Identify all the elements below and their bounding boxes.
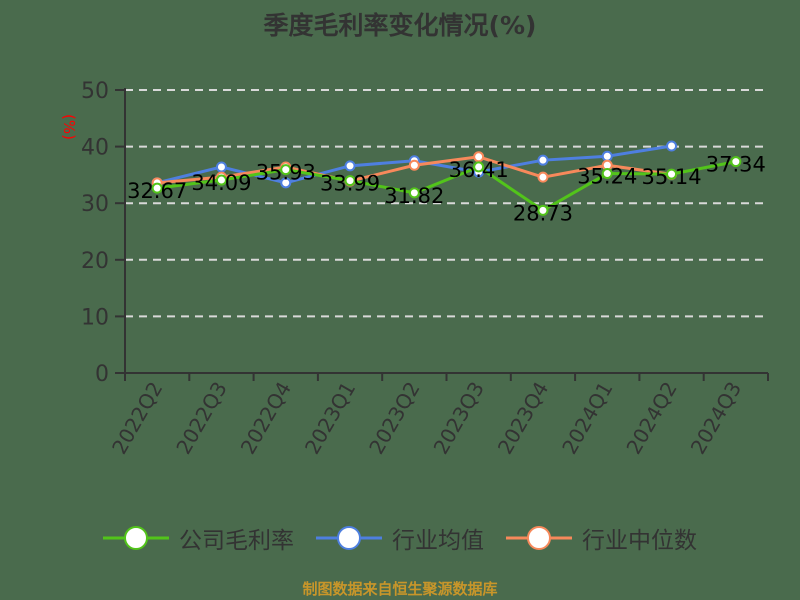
y-tick-label: 30 [81, 192, 109, 217]
series-line [156, 160, 737, 213]
data-point[interactable] [215, 174, 227, 186]
y-tick-label: 20 [81, 249, 109, 274]
data-point[interactable] [666, 168, 678, 180]
data-point[interactable] [666, 140, 678, 152]
legend-label: 公司毛利率 [179, 528, 294, 554]
y-tick-label: 40 [81, 136, 109, 161]
data-point[interactable] [537, 171, 549, 183]
data-label: 37.34 [706, 153, 766, 177]
grid-lines [125, 89, 768, 318]
data-label: 34.09 [191, 171, 251, 195]
x-tick-label: 2022Q3 [171, 378, 231, 459]
data-point[interactable] [280, 177, 292, 189]
legend: 公司毛利率 行业均值 行业中位数 [0, 521, 800, 555]
x-tick-label: 2024Q2 [621, 378, 681, 459]
data-point[interactable] [601, 150, 613, 162]
legend-label: 行业均值 [392, 528, 484, 554]
legend-item-industry-average[interactable]: 行业均值 [316, 521, 484, 555]
data-point[interactable] [473, 161, 485, 173]
x-tick-label: 2022Q2 [107, 378, 167, 459]
data-point[interactable] [537, 154, 549, 166]
legend-marker-blue-icon [316, 526, 382, 550]
data-label: 33.99 [320, 172, 380, 196]
y-tick-label: 50 [81, 79, 109, 104]
data-point[interactable] [344, 160, 356, 172]
legend-label: 行业中位数 [582, 528, 697, 554]
x-tick-label: 2024Q1 [557, 378, 617, 459]
y-tick-label: 10 [81, 305, 109, 330]
series-lines [151, 140, 742, 216]
data-point[interactable] [280, 164, 292, 176]
data-point[interactable] [151, 182, 163, 194]
y-axis-unit-label: (%) [60, 114, 78, 140]
legend-item-industry-median[interactable]: 行业中位数 [506, 521, 697, 555]
data-label: 35.24 [577, 165, 637, 189]
data-point[interactable] [215, 161, 227, 173]
data-label: 28.73 [513, 201, 573, 225]
data-point[interactable] [730, 156, 742, 168]
data-point[interactable] [408, 187, 420, 199]
y-tick-label: 0 [95, 362, 109, 387]
x-tick-label: 2023Q4 [493, 378, 553, 459]
x-tick-label: 2024Q3 [686, 378, 746, 459]
x-tick-label: 2022Q4 [236, 378, 296, 459]
chart-title: 季度毛利率变化情况(%) [263, 11, 537, 40]
x-tick-label: 2023Q3 [429, 378, 489, 459]
data-point[interactable] [408, 159, 420, 171]
data-label: 35.93 [256, 161, 316, 185]
data-point[interactable] [473, 151, 485, 163]
data-point[interactable] [601, 168, 613, 180]
data-label: 32.67 [127, 179, 187, 203]
legend-marker-green-icon [103, 526, 169, 550]
data-label: 35.14 [641, 165, 701, 189]
data-label: 31.82 [384, 184, 444, 208]
legend-item-company-margin[interactable]: 公司毛利率 [103, 521, 294, 555]
data-labels: 32.67 34.09 35.93 33.9931.8236.4128.7335.24… [127, 153, 766, 226]
legend-marker-orange-icon [506, 526, 572, 550]
data-point[interactable] [537, 204, 549, 216]
source-note: 制图数据来自恒生聚源数据库 [302, 580, 498, 598]
data-label: 36.41 [449, 158, 509, 182]
x-tick-label: 2023Q2 [364, 378, 424, 459]
x-tick-label: 2023Q1 [300, 378, 360, 459]
data-point[interactable] [344, 175, 356, 187]
